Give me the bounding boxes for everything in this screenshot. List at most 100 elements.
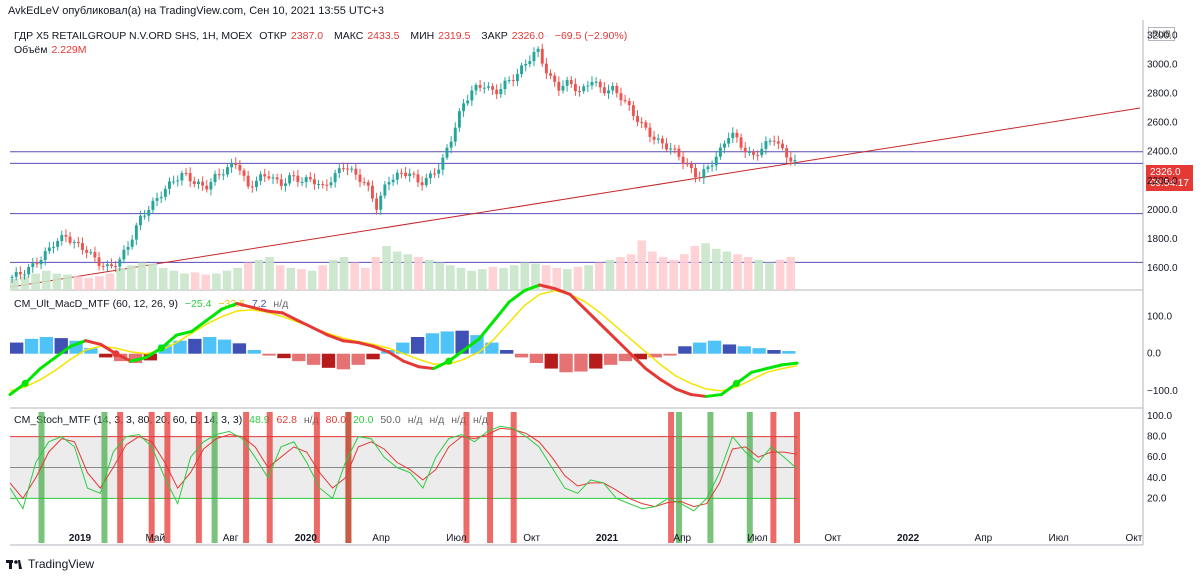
volume-bar bbox=[137, 262, 147, 290]
candle-body bbox=[532, 51, 536, 62]
footer-brand: TradingView bbox=[6, 557, 94, 571]
tradingview-logo-icon bbox=[6, 560, 22, 569]
candle-body bbox=[404, 172, 408, 177]
macd-line-segment bbox=[53, 344, 73, 359]
macd-line-segment bbox=[296, 318, 315, 330]
volume-bar bbox=[126, 265, 136, 290]
volume-bar bbox=[488, 266, 498, 290]
volume-bar bbox=[382, 246, 391, 290]
candle-body bbox=[648, 127, 652, 137]
candle-body bbox=[685, 163, 689, 165]
macd-histogram-bar bbox=[425, 333, 440, 354]
candle-body bbox=[184, 172, 188, 174]
macd-histogram-bar bbox=[752, 348, 766, 354]
candle-body bbox=[602, 87, 606, 94]
change-value: −69.5 (−2.90%) bbox=[554, 30, 628, 42]
macd-line-segment bbox=[38, 355, 57, 371]
volume-bar bbox=[775, 259, 785, 290]
candle-body bbox=[192, 181, 196, 185]
macd-line-segment bbox=[402, 359, 421, 369]
volume-bar bbox=[254, 259, 264, 290]
candle-body bbox=[640, 122, 644, 124]
candle-body bbox=[503, 80, 507, 90]
candle-body bbox=[134, 225, 138, 240]
candle-body bbox=[226, 167, 229, 175]
candle-body bbox=[238, 164, 242, 171]
stoch-buy-signal-bar bbox=[675, 412, 682, 543]
x-tick-label: Июл bbox=[747, 533, 767, 544]
macd-histogram-bar bbox=[648, 353, 662, 358]
volume-bar bbox=[212, 273, 221, 290]
candle-body bbox=[495, 89, 499, 95]
volume-bar bbox=[658, 257, 668, 290]
y-tick-label: 2400.0 bbox=[1147, 147, 1178, 158]
candle-body bbox=[507, 80, 511, 82]
x-tick-label: Апр bbox=[975, 533, 993, 544]
candle-body bbox=[93, 252, 97, 258]
currency-badge[interactable]: RUB bbox=[1148, 27, 1176, 41]
stoch-buy-signal-bar bbox=[38, 412, 45, 543]
stoch-sell-signal-bar bbox=[345, 412, 352, 543]
candle-body bbox=[573, 84, 577, 92]
candle-body bbox=[739, 137, 743, 148]
candle-body bbox=[172, 181, 176, 183]
candle-body bbox=[250, 186, 254, 188]
y-tick-label: 2800.0 bbox=[1147, 89, 1178, 100]
macd-histogram-bar bbox=[321, 353, 336, 368]
macd-line-segment bbox=[235, 302, 254, 309]
candle-body bbox=[246, 175, 250, 187]
low-value: 2319.5 bbox=[438, 30, 471, 42]
macd-histogram-bar bbox=[84, 348, 98, 354]
candle-body bbox=[209, 182, 213, 190]
stoch-sell-signal-bar bbox=[148, 412, 155, 543]
candle-body bbox=[441, 157, 445, 170]
candle-body bbox=[14, 272, 18, 277]
volume-bar bbox=[243, 262, 253, 290]
y-tick-label: 2200.0 bbox=[1147, 176, 1178, 187]
candle-body bbox=[553, 75, 557, 82]
candle-body bbox=[387, 182, 391, 185]
macd-histogram-bar bbox=[158, 344, 172, 354]
candle-body bbox=[540, 48, 544, 64]
volume-bar bbox=[169, 270, 179, 290]
candle-body bbox=[81, 243, 84, 251]
macd-histogram-bar bbox=[678, 346, 692, 354]
candle-body bbox=[598, 81, 602, 88]
candle-body bbox=[718, 147, 722, 157]
candle-body bbox=[681, 156, 685, 164]
macd-histogram-bar bbox=[203, 337, 217, 354]
volume-bar bbox=[424, 259, 434, 290]
candle-body bbox=[416, 174, 420, 183]
candle-body bbox=[329, 182, 333, 186]
candle-body bbox=[747, 151, 751, 153]
x-tick-label: Авг bbox=[223, 533, 239, 544]
candle-body bbox=[727, 138, 731, 144]
macd-line-segment bbox=[750, 367, 769, 374]
candle-body bbox=[723, 143, 726, 148]
candle-body bbox=[159, 196, 163, 199]
macd-line-segment bbox=[523, 283, 542, 293]
candle-body bbox=[201, 181, 205, 186]
macd-histogram-bar bbox=[336, 353, 351, 370]
volume-bar bbox=[626, 254, 636, 290]
macd-line-segment bbox=[462, 337, 481, 352]
macd-line-segment bbox=[780, 361, 799, 367]
volume-bar bbox=[456, 268, 466, 290]
x-tick-label: 2020 bbox=[295, 533, 318, 544]
y-tick-label: 1800.0 bbox=[1147, 234, 1178, 245]
candle-body bbox=[205, 185, 209, 190]
volume-bar bbox=[148, 263, 157, 290]
volume-bar bbox=[573, 266, 583, 290]
macd-line-segment bbox=[553, 287, 572, 296]
macd-histogram-bar bbox=[173, 340, 187, 354]
candle-body bbox=[694, 167, 697, 178]
stoch-legend: CM_Stoch_MTF (14, 3, 3, 80, 20, 60, D, 1… bbox=[14, 414, 488, 426]
candle-body bbox=[139, 215, 142, 226]
candle-body bbox=[578, 91, 581, 93]
volume-bar bbox=[754, 259, 764, 290]
stoch-sell-signal-bar bbox=[243, 412, 250, 543]
candle-body bbox=[230, 163, 234, 168]
candle-body bbox=[611, 86, 615, 91]
x-tick-label: Апр bbox=[372, 533, 390, 544]
